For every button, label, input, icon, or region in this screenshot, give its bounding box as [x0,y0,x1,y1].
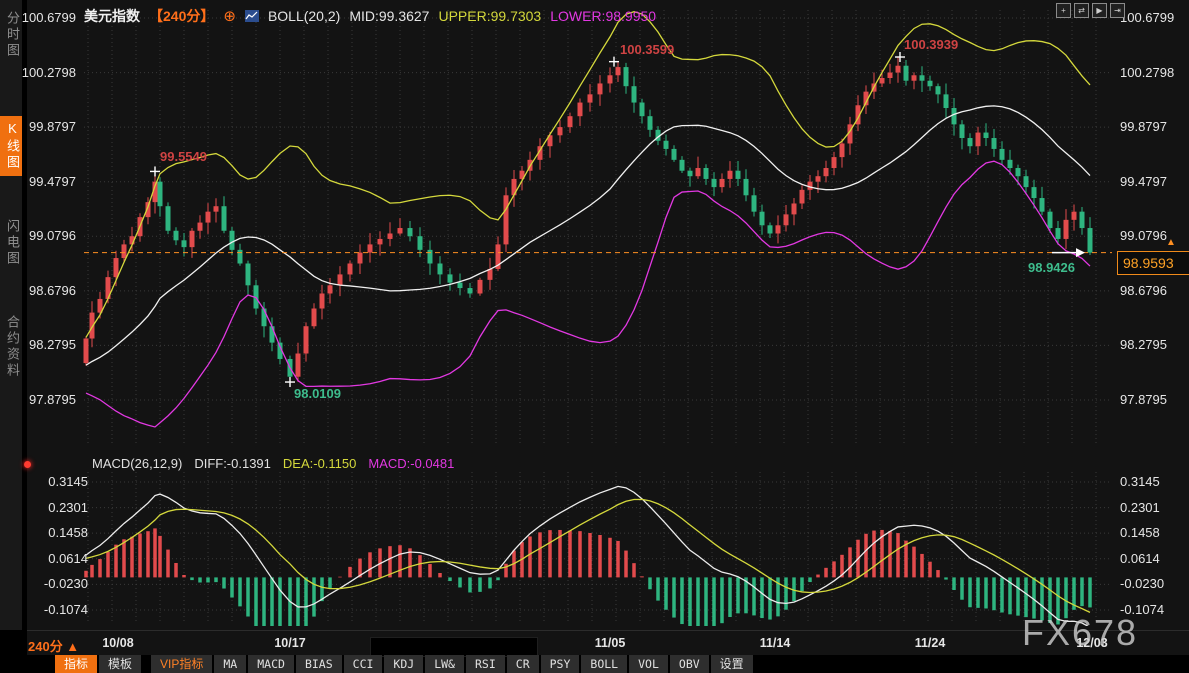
candles-layer [84,57,1093,382]
last-price-label: 98.9593 [1117,251,1189,275]
toolbar-button-PSY[interactable]: PSY [541,655,580,673]
price-tick-left: 99.8797 [20,119,76,134]
boll-upper-line [86,12,1090,338]
boll-lower-value: LOWER:98.9950 [550,8,656,24]
boll-label: BOLL(20,2) [268,8,340,24]
indicator-toolbar: 指标模板 VIP指标MAMACDBIASCCIKDJLW&RSICRPSYBOLL… [55,655,753,673]
price-tick-left: 100.2798 [20,65,76,80]
toolbar-button-OBV[interactable]: OBV [670,655,709,673]
macd-dea-line [86,499,1090,612]
price-tick-right: 100.2798 [1120,65,1186,80]
price-annotation: 100.3939 [904,37,958,52]
trading-app-window: 分时图K线图闪电图合约资料 美元指数 【240分】 ⊕ BOLL(20,2) M… [0,0,1189,673]
last-price-value: 98.9593 [1123,255,1174,271]
watermark-logo: FX678 [1022,612,1138,654]
macd-layer [86,486,1090,652]
toolbar-button-VOL[interactable]: VOL [629,655,668,673]
macd-tick-left: 0.0614 [20,551,88,566]
macd-tick-left: 0.3145 [20,474,88,489]
fit-y-axis-icon[interactable]: ▶ [1092,3,1107,18]
toolbar-button-BOLL[interactable]: BOLL [581,655,627,673]
price-tick-right: 100.6799 [1120,10,1186,25]
indicator-dot-icon[interactable] [24,461,31,468]
date-tick: 11/24 [915,636,946,650]
toolbar-button-MA[interactable]: MA [214,655,246,673]
macd-dea-value: DEA:-0.1150 [283,456,356,471]
macd-tick-right: 0.2301 [1120,500,1186,515]
date-tick: 11/14 [760,636,791,650]
price-annotation: 98.0109 [294,386,341,401]
toolbar-button-CR[interactable]: CR [507,655,539,673]
crosshair-icon[interactable]: + [1056,3,1071,18]
bollinger-layer [86,12,1090,427]
price-tick-left: 99.4797 [20,174,76,189]
macd-title: MACD(26,12,9) [92,456,182,471]
macd-tick-left: -0.1074 [20,602,88,617]
price-up-arrow-icon: ▲ [1166,238,1176,248]
chart-tool-icons: +⇄▶⇥ [1056,3,1125,18]
toolbar-button-KDJ[interactable]: KDJ [384,655,423,673]
current-price-arrowhead [1076,248,1085,257]
macd-header: MACD(26,12,9) DIFF:-0.1391 DEA:-0.1150 M… [92,456,454,471]
macd-tick-right: 0.3145 [1120,474,1186,489]
macd-tick-left: -0.0230 [20,576,88,591]
timeline-scrollbar[interactable] [370,637,538,657]
time-axis: 240分 ▲ 10/0810/1711/0511/1411/2412/03 [0,630,1189,655]
date-tick: 10/08 [102,636,133,650]
boll-upper-value: UPPER:99.7303 [438,8,541,24]
price-annotation: 100.3599 [620,42,674,57]
boll-lower-line [86,161,1090,427]
add-indicator-icon[interactable]: ⊕ [223,7,236,25]
toolbar-button-模板[interactable]: 模板 [99,655,141,673]
toolbar-button-VIP指标[interactable]: VIP指标 [151,655,212,673]
price-chart[interactable] [0,0,1189,673]
toolbar-button-MACD[interactable]: MACD [248,655,294,673]
price-tick-left: 97.8795 [20,392,76,407]
pan-right-icon[interactable]: ⇥ [1110,3,1125,18]
chart-header: 美元指数 【240分】 ⊕ BOLL(20,2) MID:99.3627 UPP… [84,6,656,26]
fit-x-axis-icon[interactable]: ⇄ [1074,3,1089,18]
price-annotation: 99.5549 [160,149,207,164]
price-annotation: 98.9426 [1028,260,1075,275]
macd-tick-left: 0.2301 [20,500,88,515]
boll-mid-value: MID:99.3627 [349,8,429,24]
toolbar-button-设置[interactable]: 设置 [711,655,753,673]
macd-tick-left: 0.1458 [20,525,88,540]
price-tick-right: 99.4797 [1120,174,1186,189]
toolbar-button-RSI[interactable]: RSI [466,655,505,673]
macd-tick-right: 0.0614 [1120,551,1186,566]
macd-hist-value: MACD:-0.0481 [368,456,454,471]
toolbar-button-指标[interactable]: 指标 [55,655,97,673]
toolbar-button-CCI[interactable]: CCI [344,655,383,673]
symbol-title: 美元指数 [84,6,140,26]
price-tick-left: 98.2795 [20,337,76,352]
price-tick-left: 99.0796 [20,228,76,243]
price-tick-right: 99.8797 [1120,119,1186,134]
price-tick-left: 100.6799 [20,10,76,25]
mini-chart-icon [245,10,259,22]
toolbar-button-LW&[interactable]: LW& [425,655,464,673]
price-tick-right: 98.6796 [1120,283,1186,298]
boll-mid-line [86,106,1090,365]
date-tick: 10/17 [274,636,305,650]
macd-tick-right: 0.1458 [1120,525,1186,540]
price-tick-right: 99.0796 [1120,228,1186,243]
macd-tick-right: -0.0230 [1120,576,1186,591]
toolbar-button-BIAS[interactable]: BIAS [296,655,342,673]
date-tick: 11/05 [595,636,626,650]
price-tick-right: 97.8795 [1120,392,1186,407]
macd-diff-value: DIFF:-0.1391 [194,456,271,471]
price-tick-left: 98.6796 [20,283,76,298]
interval-selector[interactable]: 240分 ▲ [28,636,79,655]
price-tick-right: 98.2795 [1120,337,1186,352]
interval-tag: 【240分】 [149,6,214,26]
